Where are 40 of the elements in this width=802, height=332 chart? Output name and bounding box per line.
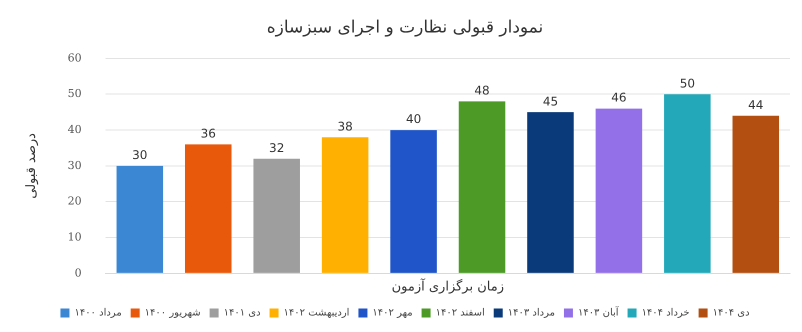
y-tick-label: 0 [74,266,82,280]
legend-label: مرداد ۱۴۰۰ [74,308,122,319]
data-label: 36 [200,126,216,141]
bar [322,137,368,273]
bar [390,130,437,273]
y-tick-label: 40 [68,122,82,136]
bar [184,144,232,273]
chart-title: نمودار قبولی نظارت و اجرای سبزسازه [266,18,544,38]
legend-label: خرداد ۱۴۰۴ [642,308,690,319]
legend-label: دی ۱۴۰۴ [712,308,750,319]
data-label: 44 [748,98,764,112]
y-tick-label: 60 [68,51,82,64]
legend-label: شهریور ۱۴۰۰ [144,308,201,319]
legend-label: اسفند ۱۴۰۲ [436,308,485,319]
data-label: 32 [269,140,284,155]
legend-label: آبان ۱۴۰۳ [578,306,620,319]
y-tick-label: 20 [68,194,82,208]
data-label: 45 [542,94,558,108]
y-tick-label: 30 [68,158,82,172]
bar [458,101,506,273]
bar [596,108,642,273]
y-tick-label: 10 [68,230,82,244]
legend-label: مهر ۱۴۰۲ [372,308,413,319]
y-tick-label: 50 [68,87,82,100]
data-label: 38 [337,119,353,134]
x-axis-title: زمان برگزاری آزمون [392,278,504,295]
bar [732,116,780,273]
y-axis-title: درصد قبولی [24,132,40,199]
legend-label: دی ۱۴۰۱ [224,308,261,319]
legend-label: مرداد ۱۴۰۳ [508,308,555,319]
legend-label: اردیبهشت ۱۴۰۲ [284,308,350,319]
data-label: 40 [406,112,422,126]
data-label: 50 [680,76,695,90]
bar [116,166,164,273]
data-label: 46 [611,90,627,105]
data-label: 48 [474,84,490,98]
data-label: 30 [132,148,148,162]
bar [253,158,300,273]
bar [664,94,711,273]
bar [527,112,574,273]
